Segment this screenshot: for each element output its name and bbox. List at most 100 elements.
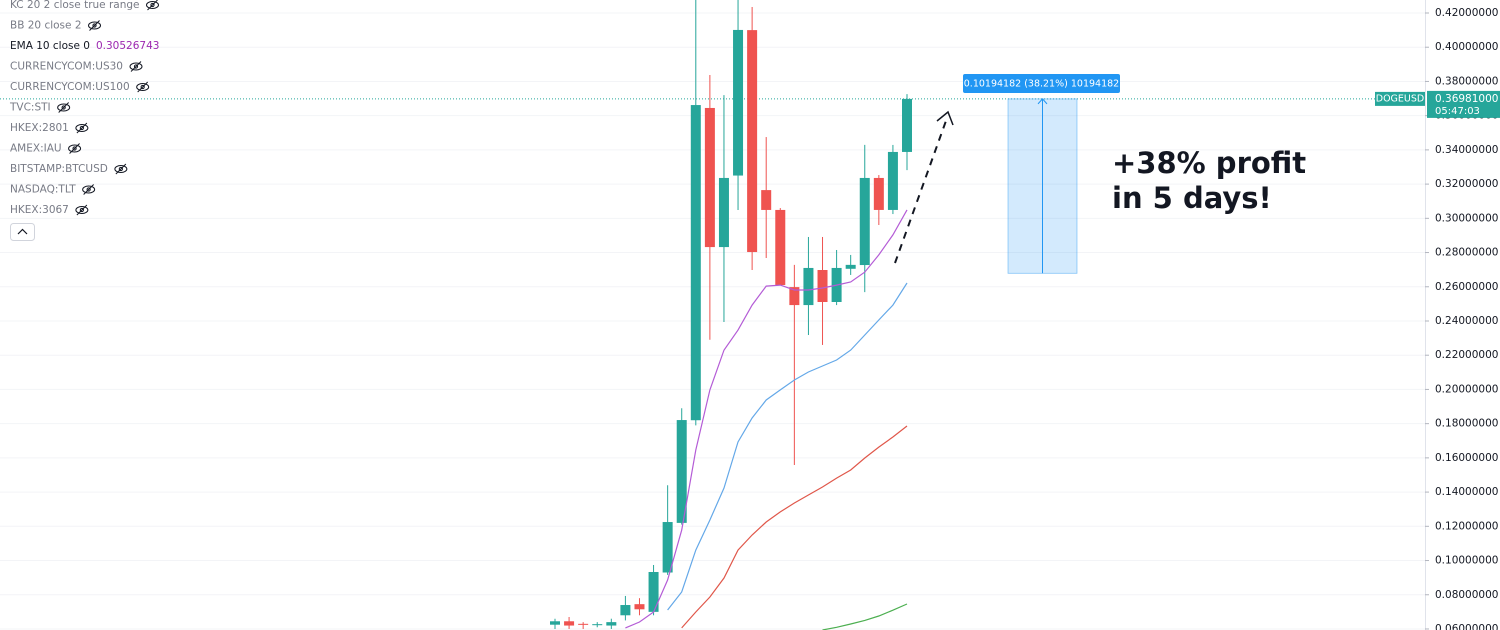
- y-tick-label: 0.32000000: [1435, 178, 1498, 190]
- hidden-eye-icon[interactable]: [114, 163, 128, 175]
- indicator-label[interactable]: EMA 10 close 0: [10, 40, 90, 52]
- candle-body: [648, 571, 659, 612]
- y-tick-label: 0.34000000: [1435, 144, 1498, 156]
- eye-slash: [89, 20, 100, 31]
- moving-average-line: [625, 209, 908, 629]
- y-tick-label: 0.06000000: [1435, 623, 1498, 630]
- candle-body: [704, 107, 715, 248]
- eye-shape: [68, 144, 82, 153]
- indicator-label[interactable]: KC 20 2 close true range: [10, 0, 140, 11]
- chevron-icon: [17, 228, 28, 235]
- hidden-eye-icon[interactable]: [75, 122, 89, 134]
- price-tag: [1427, 90, 1500, 118]
- eye-slash: [115, 163, 127, 175]
- eye-pupil: [150, 2, 155, 8]
- y-tick-label: 0.08000000: [1435, 589, 1498, 601]
- hidden-eye-icon[interactable]: [57, 102, 71, 113]
- measure-label: 0.10194182 (38.21%) 10194182: [964, 79, 1119, 90]
- eye-slash: [58, 102, 70, 113]
- plot: [550, 0, 912, 630]
- indicator-label[interactable]: TVC:STI: [9, 102, 51, 114]
- eye-shape: [129, 62, 143, 71]
- indicator-label[interactable]: AMEX:IAU: [10, 143, 62, 155]
- candle-body: [606, 622, 617, 626]
- eye-slash: [137, 81, 149, 93]
- collapse-button[interactable]: [10, 223, 35, 241]
- eye-pupil: [72, 146, 77, 151]
- candle-body: [902, 98, 912, 152]
- y-tick-label: 0.22000000: [1435, 349, 1498, 361]
- y-tick-label: 0.30000000: [1435, 212, 1498, 224]
- hidden-eye-icon[interactable]: [146, 0, 159, 11]
- indicator-legend: KC 20 2 close true range BB 20 close 2 EMA…: [9, 0, 159, 216]
- eye-pupil: [140, 84, 145, 90]
- indicator-label[interactable]: BITSTAMP:BTCUSD: [10, 163, 108, 175]
- indicator-value: 0.30526743: [96, 40, 159, 52]
- eye-slash: [147, 0, 158, 11]
- moving-average-line: [822, 603, 908, 630]
- eye-shape: [88, 21, 102, 30]
- candle-body: [775, 209, 786, 286]
- indicator-label[interactable]: BB 20 close 2: [10, 20, 82, 32]
- hidden-eye-icon[interactable]: [82, 184, 96, 195]
- hidden-eye-icon[interactable]: [88, 20, 102, 31]
- eye-slash: [76, 122, 88, 134]
- candle-body: [747, 30, 758, 253]
- y-tick-label: 0.20000000: [1435, 383, 1498, 395]
- candle-body: [718, 177, 729, 248]
- eye-slash: [130, 61, 142, 72]
- eye-pupil: [133, 64, 139, 69]
- eye-shape: [136, 83, 150, 91]
- indicator-label[interactable]: NASDAQ:TLT: [10, 184, 76, 196]
- eye-pupil: [118, 166, 123, 172]
- hidden-eye-icon[interactable]: [68, 143, 82, 154]
- indicator-label[interactable]: CURRENCYCOM:US100: [10, 81, 130, 93]
- candle-body: [564, 621, 575, 626]
- candle-body: [789, 287, 800, 306]
- indicator-label[interactable]: HKEX:2801: [10, 122, 69, 134]
- eye-shape: [114, 165, 128, 173]
- candle-body: [803, 267, 814, 306]
- measure-label-box: [963, 74, 1120, 93]
- eye-slash: [83, 184, 94, 195]
- hidden-eye-icon[interactable]: [136, 81, 150, 93]
- candle-body: [873, 177, 884, 210]
- y-tick-label: 0.14000000: [1435, 486, 1498, 498]
- price-label: 0.36981000: [1435, 93, 1498, 105]
- eye-pupil: [79, 125, 84, 131]
- candle-body: [761, 190, 772, 210]
- y-tick-label: 0.38000000: [1435, 75, 1498, 87]
- eye-pupil: [79, 207, 84, 213]
- candle-body: [676, 420, 687, 523]
- candle-body: [620, 605, 631, 616]
- y-tick-label: 0.42000000: [1435, 7, 1498, 19]
- candle-body: [887, 151, 898, 210]
- hidden-eye-icon[interactable]: [75, 204, 89, 216]
- candle-body: [733, 29, 744, 176]
- overlay: 0.10194182 (38.21%) 10194182 +38% profiti…: [963, 74, 1500, 274]
- moving-average-line: [667, 282, 908, 611]
- candle-body: [634, 604, 645, 610]
- y-tick-label: 0.28000000: [1435, 247, 1498, 259]
- button-box[interactable]: [10, 223, 35, 241]
- hidden-eye-icon[interactable]: [129, 61, 143, 72]
- eye-pupil: [61, 105, 66, 110]
- measure-arrow-head: [1037, 98, 1048, 105]
- y-tick-label: 0.10000000: [1435, 555, 1498, 567]
- symbol-tag: [1375, 91, 1425, 106]
- y-tick-label: 0.12000000: [1435, 520, 1498, 532]
- annotation-text: +38% profit: [1112, 146, 1306, 180]
- indicator-label[interactable]: CURRENCYCOM:US30: [10, 61, 123, 73]
- countdown-label: 05:47:03: [1435, 106, 1480, 117]
- eye-shape: [82, 185, 96, 194]
- y-tick-label: 0.24000000: [1435, 315, 1498, 327]
- annotation-text: in 5 days!: [1112, 181, 1272, 215]
- y-tick-label: 0.40000000: [1435, 41, 1498, 53]
- candle-body: [662, 522, 673, 573]
- indicator-label[interactable]: HKEX:3067: [10, 204, 69, 216]
- eye-pupil: [92, 23, 97, 28]
- y-tick-label: 0.26000000: [1435, 281, 1498, 293]
- candle-body: [817, 270, 828, 302]
